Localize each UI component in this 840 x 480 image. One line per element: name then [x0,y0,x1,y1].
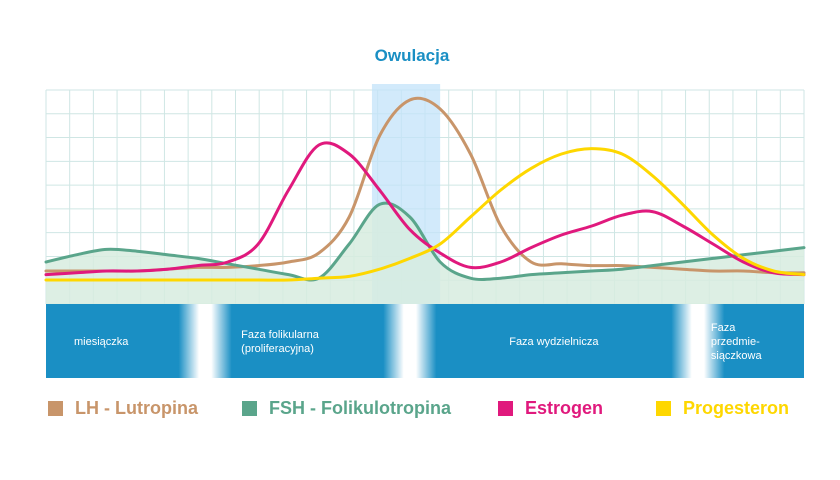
phase-label-2: Faza wydzielnicza [509,336,599,348]
legend-item-0: LH - Lutropina [48,398,198,419]
legend-item-2: Estrogen [498,398,603,419]
legend-item-3: Progesteron [656,398,789,419]
legend-label: Progesteron [683,398,790,418]
legend-label: FSH - Folikulotropina [269,398,451,418]
phase-labels: miesiączka Faza folikularna (proliferacyjn… [74,322,763,362]
phase-label-1: Faza folikularna (proliferacyjna) [241,329,320,355]
legend-swatch [498,401,513,416]
chart-title: Owulacja [375,46,450,65]
series-lines [44,96,806,282]
series-line-2 [44,141,806,277]
legend-swatch [656,401,671,416]
series-line-1 [44,201,806,282]
legend-label: LH - Lutropina [75,398,198,418]
phase-label-0: miesiączka [74,336,129,348]
legend-label: Estrogen [525,398,604,418]
legend-item-1: FSH - Folikulotropina [242,398,451,419]
phase-band [46,304,804,378]
series-line-3 [44,147,806,282]
legend-swatch [48,401,63,416]
legend: LH - Lutropina FSH - Folikulotropina Estro… [0,398,840,428]
legend-swatch [242,401,257,416]
phase-label-3: Faza przedmie-siączkowa [711,322,763,362]
